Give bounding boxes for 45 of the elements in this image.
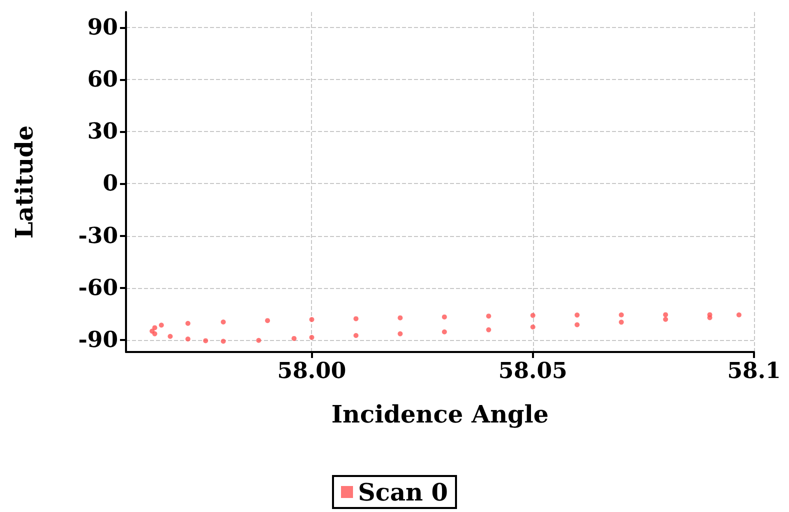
y-tick-label: 0: [102, 170, 118, 197]
y-tick-label: -90: [78, 326, 118, 353]
point: [442, 314, 447, 320]
y-tick-label: 90: [87, 14, 118, 41]
point: [736, 312, 742, 318]
x-tick-label: 58.1: [727, 358, 781, 384]
point: [353, 333, 358, 338]
point: [152, 325, 158, 330]
point: [309, 334, 314, 340]
point: [398, 315, 403, 320]
y-tick-label: 60: [87, 66, 118, 93]
y-tick-label: 30: [87, 118, 118, 145]
point: [203, 338, 208, 344]
point: [707, 315, 712, 320]
point: [185, 320, 190, 326]
point: [152, 331, 158, 336]
point: [168, 334, 173, 339]
point: [530, 324, 536, 330]
y-axis-title: Latitude: [10, 125, 38, 239]
x-axis-title: Incidence Angle: [331, 400, 549, 428]
point: [663, 312, 668, 318]
point: [442, 329, 447, 334]
x-tick-label: 58.05: [498, 358, 568, 384]
point: [574, 312, 580, 318]
point: [220, 319, 226, 324]
point: [530, 312, 536, 318]
y-tick-label: -30: [78, 222, 118, 249]
point: [486, 327, 492, 332]
point: [309, 317, 314, 322]
point: [618, 312, 624, 318]
point: [220, 338, 226, 344]
point: [574, 322, 580, 328]
point: [663, 316, 668, 322]
point: [486, 314, 492, 319]
point: [618, 320, 624, 325]
point: [185, 336, 190, 342]
x-tick-label: 58.00: [277, 358, 346, 384]
point: [292, 336, 297, 341]
legend-label: Scan 0: [358, 478, 448, 506]
point: [353, 316, 358, 322]
y-tick-label: -60: [78, 274, 118, 301]
point: [265, 318, 270, 324]
point: [398, 331, 403, 336]
point: [158, 322, 164, 328]
point: [256, 338, 262, 343]
